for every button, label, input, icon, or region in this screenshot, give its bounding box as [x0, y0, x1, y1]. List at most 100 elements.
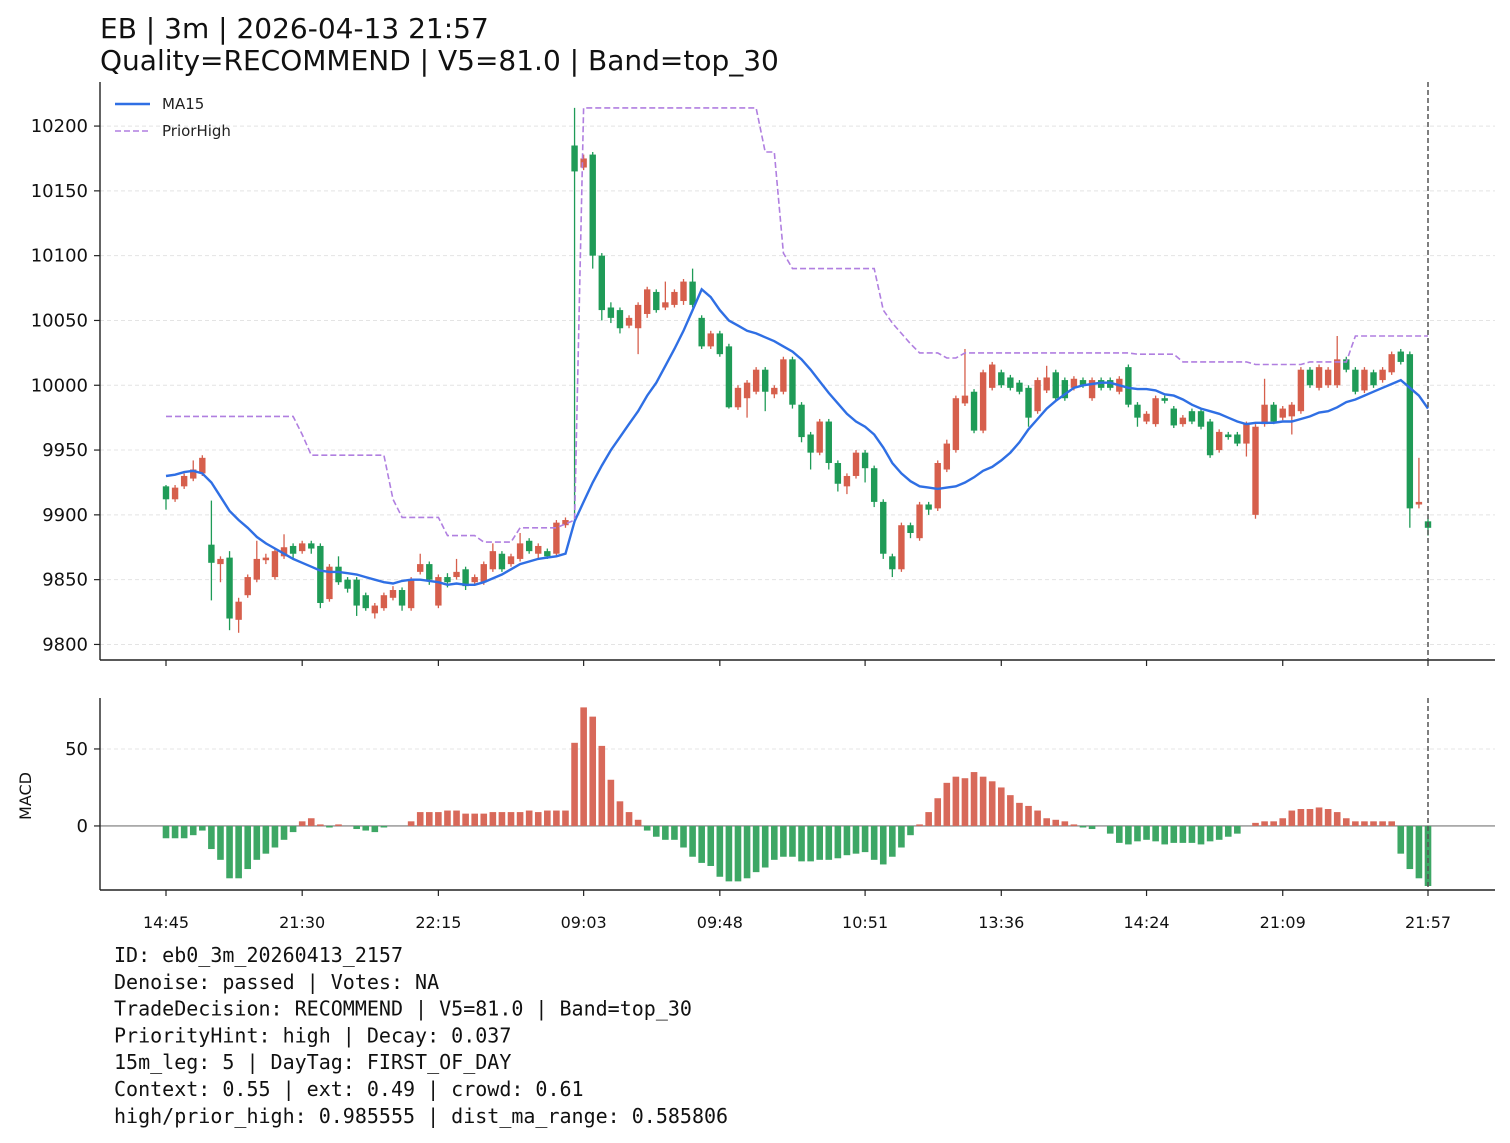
- candle-body: [353, 579, 360, 606]
- candle-body: [671, 291, 678, 305]
- bar: [1088, 825, 1096, 830]
- bar: [889, 825, 896, 857]
- bar: [1352, 821, 1359, 826]
- bar: [997, 787, 1005, 826]
- candle-body: [952, 398, 960, 451]
- x-tick-label: 22:15: [415, 913, 461, 932]
- bar: [380, 825, 388, 828]
- candle-body: [589, 154, 596, 256]
- bar: [425, 812, 433, 826]
- bar: [1043, 818, 1050, 826]
- bar: [716, 825, 724, 877]
- bar: [752, 825, 760, 873]
- candle-body: [934, 463, 941, 509]
- bar: [1342, 818, 1350, 826]
- bar: [934, 798, 942, 826]
- bar: [208, 825, 215, 850]
- x-tick-label: 14:24: [1123, 913, 1169, 932]
- candle-body: [979, 372, 987, 431]
- candle-body: [925, 504, 932, 510]
- bar: [326, 825, 333, 828]
- candle-body: [244, 577, 251, 596]
- bar: [1315, 807, 1323, 826]
- candle-body: [298, 543, 306, 552]
- candle-body: [335, 566, 342, 583]
- candle-body: [716, 333, 724, 355]
- bar: [671, 825, 678, 840]
- bar: [525, 810, 533, 826]
- bar: [634, 819, 642, 826]
- candle-body: [707, 333, 714, 347]
- bar: [1007, 795, 1014, 826]
- bar: [1025, 805, 1032, 826]
- bar: [1016, 802, 1023, 826]
- candle-body: [1406, 354, 1414, 509]
- y-tick-label: 10000: [31, 375, 88, 396]
- candle-body: [771, 387, 778, 395]
- bar: [298, 821, 306, 826]
- y-tick-label: 9850: [42, 570, 88, 591]
- bar: [1143, 825, 1150, 840]
- bar: [907, 825, 914, 836]
- candle-body: [262, 557, 270, 561]
- bar: [1288, 810, 1296, 826]
- candle-body: [1070, 378, 1078, 388]
- bar: [507, 812, 515, 826]
- candle-body: [1043, 377, 1050, 391]
- candle-body: [480, 564, 487, 583]
- candle-body: [489, 551, 497, 570]
- bar: [217, 825, 224, 860]
- y-tick-label: 0: [77, 816, 88, 837]
- candle-body: [1261, 404, 1268, 425]
- bar: [1079, 825, 1087, 828]
- candle-body: [389, 590, 397, 598]
- candle-body: [1034, 380, 1041, 412]
- candle-body: [798, 404, 805, 438]
- candle-body: [898, 525, 905, 570]
- bar: [1379, 821, 1386, 826]
- note-line: Context: 0.55 | ext: 0.49 | crowd: 0.61: [114, 1077, 584, 1101]
- bar: [1134, 825, 1141, 842]
- bar: [952, 776, 960, 826]
- candle-body: [1388, 354, 1395, 373]
- candle-body: [1297, 369, 1305, 412]
- bar: [489, 812, 497, 826]
- candle-body: [1197, 411, 1205, 427]
- bar: [544, 810, 551, 826]
- candle-body: [371, 605, 379, 614]
- bar: [1406, 825, 1414, 870]
- bar: [580, 707, 587, 826]
- candle-body: [471, 577, 478, 583]
- y-tick-label: 10200: [31, 116, 88, 137]
- bar: [816, 825, 823, 860]
- candle-body: [1170, 408, 1177, 426]
- bar: [1152, 825, 1159, 842]
- y-axis-label: MACD: [16, 772, 35, 820]
- candle-body: [362, 595, 369, 609]
- y-tick-label: 50: [65, 739, 88, 760]
- bar: [498, 812, 506, 826]
- bar: [453, 810, 460, 826]
- bar: [1306, 809, 1314, 826]
- candle-body: [516, 543, 524, 559]
- bar: [1179, 825, 1187, 843]
- bar: [1279, 818, 1287, 826]
- x-tick-label: 14:45: [143, 913, 189, 932]
- candle-body: [1088, 380, 1096, 399]
- candle-body: [1107, 380, 1114, 388]
- candle-body: [1225, 434, 1232, 438]
- candle-body: [780, 359, 787, 392]
- bar: [317, 824, 324, 826]
- candle-body: [880, 501, 887, 554]
- candle-body: [789, 359, 796, 405]
- candle-body: [689, 281, 696, 305]
- candle-body: [1179, 417, 1187, 425]
- bar: [1106, 825, 1114, 834]
- bar: [643, 825, 651, 831]
- chart-title: EB | 3m | 2026-04-13 21:57: [100, 12, 489, 45]
- candle-body: [698, 317, 705, 347]
- bar: [798, 825, 805, 862]
- bar: [462, 813, 469, 826]
- bar: [943, 782, 951, 826]
- candle-body: [544, 551, 551, 557]
